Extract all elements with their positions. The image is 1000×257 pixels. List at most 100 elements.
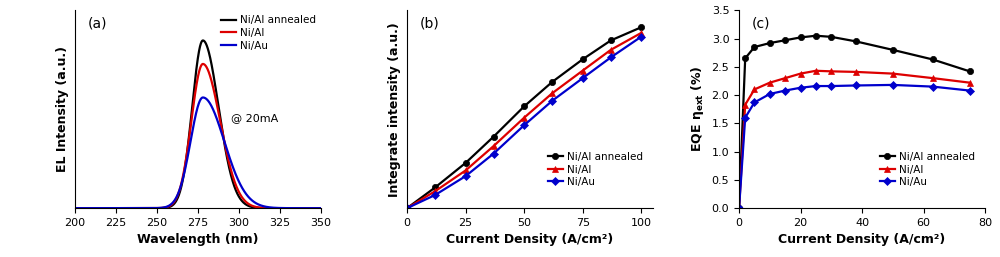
Ni/Al [605,48,617,51]
Ni/Au [197,96,209,99]
Ni/Al annealed [189,83,201,86]
Line: Ni/Al: Ni/Al [404,30,644,211]
Ni/Al [733,207,745,210]
Ni/Au [964,89,976,92]
Ni/Al annealed [964,70,976,73]
Ni/Au [518,124,530,127]
Ni/Al annealed [887,48,899,51]
Ni/Au [460,175,472,178]
Ni/Al [739,103,751,106]
Ni/Al annealed [69,207,81,210]
Text: (a): (a) [87,16,107,30]
Text: (b): (b) [419,16,439,30]
Ni/Al annealed [810,34,822,37]
Ni/Au [429,194,441,197]
Line: Ni/Au: Ni/Au [75,97,321,208]
Ni/Al [488,144,500,148]
Ni/Al [82,207,94,210]
Ni/Au [779,89,791,92]
Ni/Al annealed [779,39,791,42]
Legend: Ni/Al annealed, Ni/Al, Ni/Au: Ni/Al annealed, Ni/Al, Ni/Au [548,152,643,187]
Line: Ni/Au: Ni/Au [404,34,644,211]
Ni/Al [635,31,647,34]
Ni/Au [739,116,751,119]
Ni/Al [308,207,320,210]
Line: Ni/Al: Ni/Al [75,64,321,208]
Ni/Al annealed [460,161,472,164]
Ni/Au [733,207,745,210]
Ni/Al annealed [518,105,530,108]
Ni/Al annealed [850,40,862,43]
Ni/Au [850,84,862,87]
Ni/Al [577,69,589,72]
Line: Ni/Au: Ni/Au [736,82,973,211]
X-axis label: Current Density (A/cm²): Current Density (A/cm²) [446,233,614,246]
Ni/Al annealed [635,26,647,29]
Ni/Al [189,96,201,99]
Ni/Al annealed [764,42,776,45]
Ni/Al annealed [605,39,617,42]
Line: Ni/Al annealed: Ni/Al annealed [404,24,644,211]
Y-axis label: EL Intensity (a.u.): EL Intensity (a.u.) [56,46,69,172]
Line: Ni/Al: Ni/Al [736,68,973,211]
Ni/Au [189,118,201,122]
Ni/Al [825,70,837,73]
Ni/Au [748,101,760,104]
Ni/Al annealed [82,207,94,210]
Ni/Au [764,93,776,96]
Ni/Al [518,116,530,119]
Ni/Al [315,207,327,210]
Ni/Al annealed [733,207,745,210]
Ni/Al [401,207,413,210]
Ni/Al [764,81,776,84]
Text: (c): (c) [751,16,770,30]
Ni/Al annealed [927,58,939,61]
X-axis label: Current Density (A/cm²): Current Density (A/cm²) [778,233,946,246]
Ni/Au [263,206,275,209]
Ni/Au [308,207,320,210]
Ni/Al [460,169,472,172]
Line: Ni/Al annealed: Ni/Al annealed [736,33,973,211]
Ni/Al [850,70,862,74]
Ni/Al annealed [308,207,320,210]
Ni/Au [308,207,320,210]
Ni/Al [927,77,939,80]
Ni/Al annealed [429,186,441,189]
Ni/Au [82,207,94,210]
Ni/Au [927,85,939,88]
Ni/Al [887,72,899,75]
Ni/Au [577,77,589,80]
Ni/Al annealed [825,35,837,38]
Ni/Al annealed [795,36,807,39]
Text: @ 20mA: @ 20mA [231,113,278,123]
Ni/Al [810,69,822,72]
Ni/Au [825,85,837,88]
X-axis label: Wavelength (nm): Wavelength (nm) [137,233,259,246]
Ni/Al annealed [748,45,760,49]
Ni/Al annealed [197,39,209,42]
Ni/Al [429,190,441,193]
Ni/Al [779,77,791,80]
Ni/Al [197,62,209,66]
Y-axis label: EQE $\mathregular{\eta_{ext}}$ (%): EQE $\mathregular{\eta_{ext}}$ (%) [689,66,706,152]
Ni/Al [308,207,320,210]
Ni/Al annealed [488,135,500,138]
Legend: Ni/Al annealed, Ni/Al, Ni/Au: Ni/Al annealed, Ni/Al, Ni/Au [221,15,316,51]
Ni/Al [263,207,275,210]
Ni/Al [546,92,558,95]
Ni/Au [182,153,194,156]
Ni/Al annealed [308,207,320,210]
Ni/Au [795,86,807,89]
Ni/Au [605,56,617,59]
Ni/Al [795,72,807,75]
Line: Ni/Al annealed: Ni/Al annealed [75,40,321,208]
Ni/Al annealed [182,143,194,146]
Ni/Al [748,88,760,91]
Ni/Au [887,83,899,86]
Ni/Al annealed [546,80,558,84]
Ni/Au [635,35,647,38]
Ni/Au [315,207,327,210]
Ni/Al [964,81,976,84]
Ni/Al annealed [263,207,275,210]
Ni/Al [182,144,194,147]
